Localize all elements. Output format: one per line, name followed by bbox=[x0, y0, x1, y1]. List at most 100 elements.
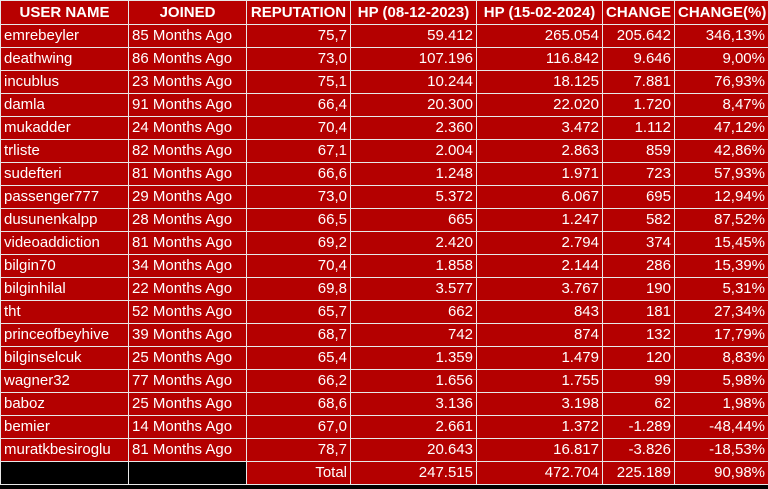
cell-hp-2023: 742 bbox=[350, 323, 477, 347]
header-row: USER NAME JOINED REPUTATION HP (08-12-20… bbox=[0, 0, 768, 25]
col-header-user-name[interactable]: USER NAME bbox=[0, 0, 129, 25]
cell-change: 374 bbox=[602, 231, 675, 255]
cell-change-pct: 8,83% bbox=[674, 346, 768, 370]
cell-hp-2024: 2.794 bbox=[476, 231, 603, 255]
cell-user-name: mukadder bbox=[0, 116, 129, 140]
cell-user-name: bilgin70 bbox=[0, 254, 129, 278]
cell-user-name: videoaddiction bbox=[0, 231, 129, 255]
cell-hp-2023: 10.244 bbox=[350, 70, 477, 94]
cell-change: 1.112 bbox=[602, 116, 675, 140]
cell-hp-2024: 874 bbox=[476, 323, 603, 347]
total-label: Total bbox=[246, 461, 351, 485]
cell-change-pct: 15,45% bbox=[674, 231, 768, 255]
cell-joined: 52 Months Ago bbox=[128, 300, 247, 324]
cell-change-pct: 1,98% bbox=[674, 392, 768, 416]
cell-reputation: 73,0 bbox=[246, 47, 351, 71]
cell-change-pct: 57,93% bbox=[674, 162, 768, 186]
cell-change: 120 bbox=[602, 346, 675, 370]
cell-joined: 34 Months Ago bbox=[128, 254, 247, 278]
total-row: Total 247.515 472.704 225.189 90,98% bbox=[0, 461, 768, 485]
cell-hp-2024: 2.863 bbox=[476, 139, 603, 163]
cell-hp-2024: 1.247 bbox=[476, 208, 603, 232]
cell-reputation: 70,4 bbox=[246, 116, 351, 140]
cell-user-name: wagner32 bbox=[0, 369, 129, 393]
cell-hp-2023: 1.359 bbox=[350, 346, 477, 370]
table-row: wagner32 77 Months Ago 66,2 1.656 1.755 99 5,9… bbox=[0, 369, 768, 393]
cell-hp-2023: 2.661 bbox=[350, 415, 477, 439]
cell-hp-2024: 3.767 bbox=[476, 277, 603, 301]
cell-hp-2024: 1.372 bbox=[476, 415, 603, 439]
cell-hp-2024: 22.020 bbox=[476, 93, 603, 117]
table-row: bilginselcuk 25 Months Ago 65,4 1.359 1.479 1… bbox=[0, 346, 768, 370]
cell-joined: 14 Months Ago bbox=[128, 415, 247, 439]
cell-hp-2024: 265.054 bbox=[476, 24, 603, 48]
cell-hp-2024: 16.817 bbox=[476, 438, 603, 462]
cell-hp-2024: 3.472 bbox=[476, 116, 603, 140]
cell-change-pct: 17,79% bbox=[674, 323, 768, 347]
cell-joined: 91 Months Ago bbox=[128, 93, 247, 117]
col-header-change[interactable]: CHANGE bbox=[602, 0, 675, 25]
cell-change: 62 bbox=[602, 392, 675, 416]
cell-reputation: 75,1 bbox=[246, 70, 351, 94]
cell-reputation: 73,0 bbox=[246, 185, 351, 209]
cell-hp-2023: 20.643 bbox=[350, 438, 477, 462]
cell-hp-2023: 5.372 bbox=[350, 185, 477, 209]
cell-user-name: bilginselcuk bbox=[0, 346, 129, 370]
cell-change: 181 bbox=[602, 300, 675, 324]
cell-change-pct: 87,52% bbox=[674, 208, 768, 232]
cell-user-name: incublus bbox=[0, 70, 129, 94]
cell-joined: 81 Months Ago bbox=[128, 231, 247, 255]
cell-reputation: 67,1 bbox=[246, 139, 351, 163]
cell-change-pct: -18,53% bbox=[674, 438, 768, 462]
cell-user-name: damla bbox=[0, 93, 129, 117]
cell-user-name: sudefteri bbox=[0, 162, 129, 186]
cell-reputation: 66,4 bbox=[246, 93, 351, 117]
cell-change: 723 bbox=[602, 162, 675, 186]
cell-change: 99 bbox=[602, 369, 675, 393]
cell-change: 205.642 bbox=[602, 24, 675, 48]
cell-change-pct: 15,39% bbox=[674, 254, 768, 278]
table-row: emrebeyler 85 Months Ago 75,7 59.412 265.054… bbox=[0, 24, 768, 48]
total-hp-2023: 247.515 bbox=[350, 461, 477, 485]
total-blank-cell bbox=[128, 461, 247, 485]
cell-hp-2023: 2.420 bbox=[350, 231, 477, 255]
cell-joined: 23 Months Ago bbox=[128, 70, 247, 94]
col-header-reputation[interactable]: REPUTATION bbox=[246, 0, 351, 25]
cell-user-name: bemier bbox=[0, 415, 129, 439]
cell-hp-2023: 59.412 bbox=[350, 24, 477, 48]
cell-hp-2024: 2.144 bbox=[476, 254, 603, 278]
table-row: trliste 82 Months Ago 67,1 2.004 2.863 859 42,… bbox=[0, 139, 768, 163]
cell-user-name: passenger777 bbox=[0, 185, 129, 209]
cell-change-pct: -48,44% bbox=[674, 415, 768, 439]
col-header-hp-2023[interactable]: HP (08-12-2023) bbox=[350, 0, 477, 25]
cell-reputation: 68,6 bbox=[246, 392, 351, 416]
table-row: mukadder 24 Months Ago 70,4 2.360 3.472 1.112… bbox=[0, 116, 768, 140]
cell-joined: 81 Months Ago bbox=[128, 438, 247, 462]
cell-hp-2024: 1.755 bbox=[476, 369, 603, 393]
cell-change: 7.881 bbox=[602, 70, 675, 94]
table-row: incublus 23 Months Ago 75,1 10.244 18.125 7.8… bbox=[0, 70, 768, 94]
cell-change-pct: 5,98% bbox=[674, 369, 768, 393]
cell-reputation: 68,7 bbox=[246, 323, 351, 347]
cell-change: -3.826 bbox=[602, 438, 675, 462]
cell-user-name: dusunenkalpp bbox=[0, 208, 129, 232]
cell-hp-2023: 665 bbox=[350, 208, 477, 232]
table-row: baboz 25 Months Ago 68,6 3.136 3.198 62 1,98% bbox=[0, 392, 768, 416]
table-row: passenger777 29 Months Ago 73,0 5.372 6.067 6… bbox=[0, 185, 768, 209]
table-row: muratkbesiroglu 81 Months Ago 78,7 20.643 16… bbox=[0, 438, 768, 462]
col-header-joined[interactable]: JOINED bbox=[128, 0, 247, 25]
cell-reputation: 67,0 bbox=[246, 415, 351, 439]
total-change: 225.189 bbox=[602, 461, 675, 485]
cell-user-name: tht bbox=[0, 300, 129, 324]
cell-hp-2024: 1.971 bbox=[476, 162, 603, 186]
col-header-hp-2024[interactable]: HP (15-02-2024) bbox=[476, 0, 603, 25]
cell-reputation: 75,7 bbox=[246, 24, 351, 48]
cell-joined: 29 Months Ago bbox=[128, 185, 247, 209]
table-row: deathwing 86 Months Ago 73,0 107.196 116.842… bbox=[0, 47, 768, 71]
cell-hp-2023: 3.136 bbox=[350, 392, 477, 416]
cell-change-pct: 9,00% bbox=[674, 47, 768, 71]
table-row: sudefteri 81 Months Ago 66,6 1.248 1.971 723 5… bbox=[0, 162, 768, 186]
cell-reputation: 65,7 bbox=[246, 300, 351, 324]
col-header-change-pct[interactable]: CHANGE(%) bbox=[674, 0, 768, 25]
